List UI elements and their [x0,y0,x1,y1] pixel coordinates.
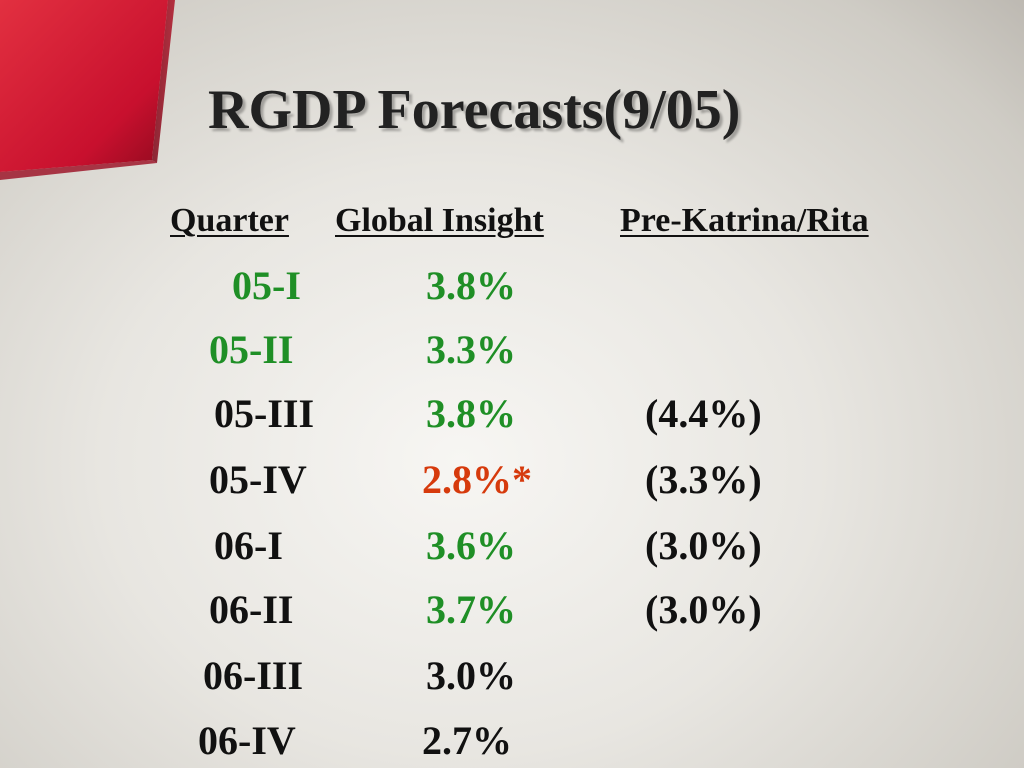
global-insight-cell: 3.0% [426,653,516,698]
global-insight-cell: 2.8%* [422,457,532,502]
pre-katrina-cell: (3.3%) [645,457,762,502]
pre-katrina-cell: (3.0%) [645,587,762,632]
header-global-insight: Global Insight [335,202,544,239]
quarter-cell: 06-I [214,523,283,568]
quarter-cell: 05-II [209,327,294,372]
quarter-cell: 06-III [203,653,304,698]
global-insight-cell: 3.8% [426,391,516,436]
corner-decoration [0,0,175,180]
global-insight-cell: 3.8% [426,263,516,308]
global-insight-cell: 2.7% [422,718,512,763]
slide-title: RGDP Forecasts(9/05) [208,79,741,141]
quarter-cell: 05-III [214,391,315,436]
quarter-cell: 06-IV [198,718,296,763]
quarter-cell: 05-I [232,263,301,308]
quarter-cell: 06-II [209,587,294,632]
global-insight-cell: 3.6% [426,523,516,568]
global-insight-cell: 3.7% [426,587,516,632]
header-pre-katrina-rita: Pre-Katrina/Rita [620,202,869,239]
header-quarter: Quarter [170,202,289,239]
pre-katrina-cell: (4.4%) [645,391,762,436]
pre-katrina-cell: (3.0%) [645,523,762,568]
global-insight-cell: 3.3% [426,327,516,372]
quarter-cell: 05-IV [209,457,307,502]
